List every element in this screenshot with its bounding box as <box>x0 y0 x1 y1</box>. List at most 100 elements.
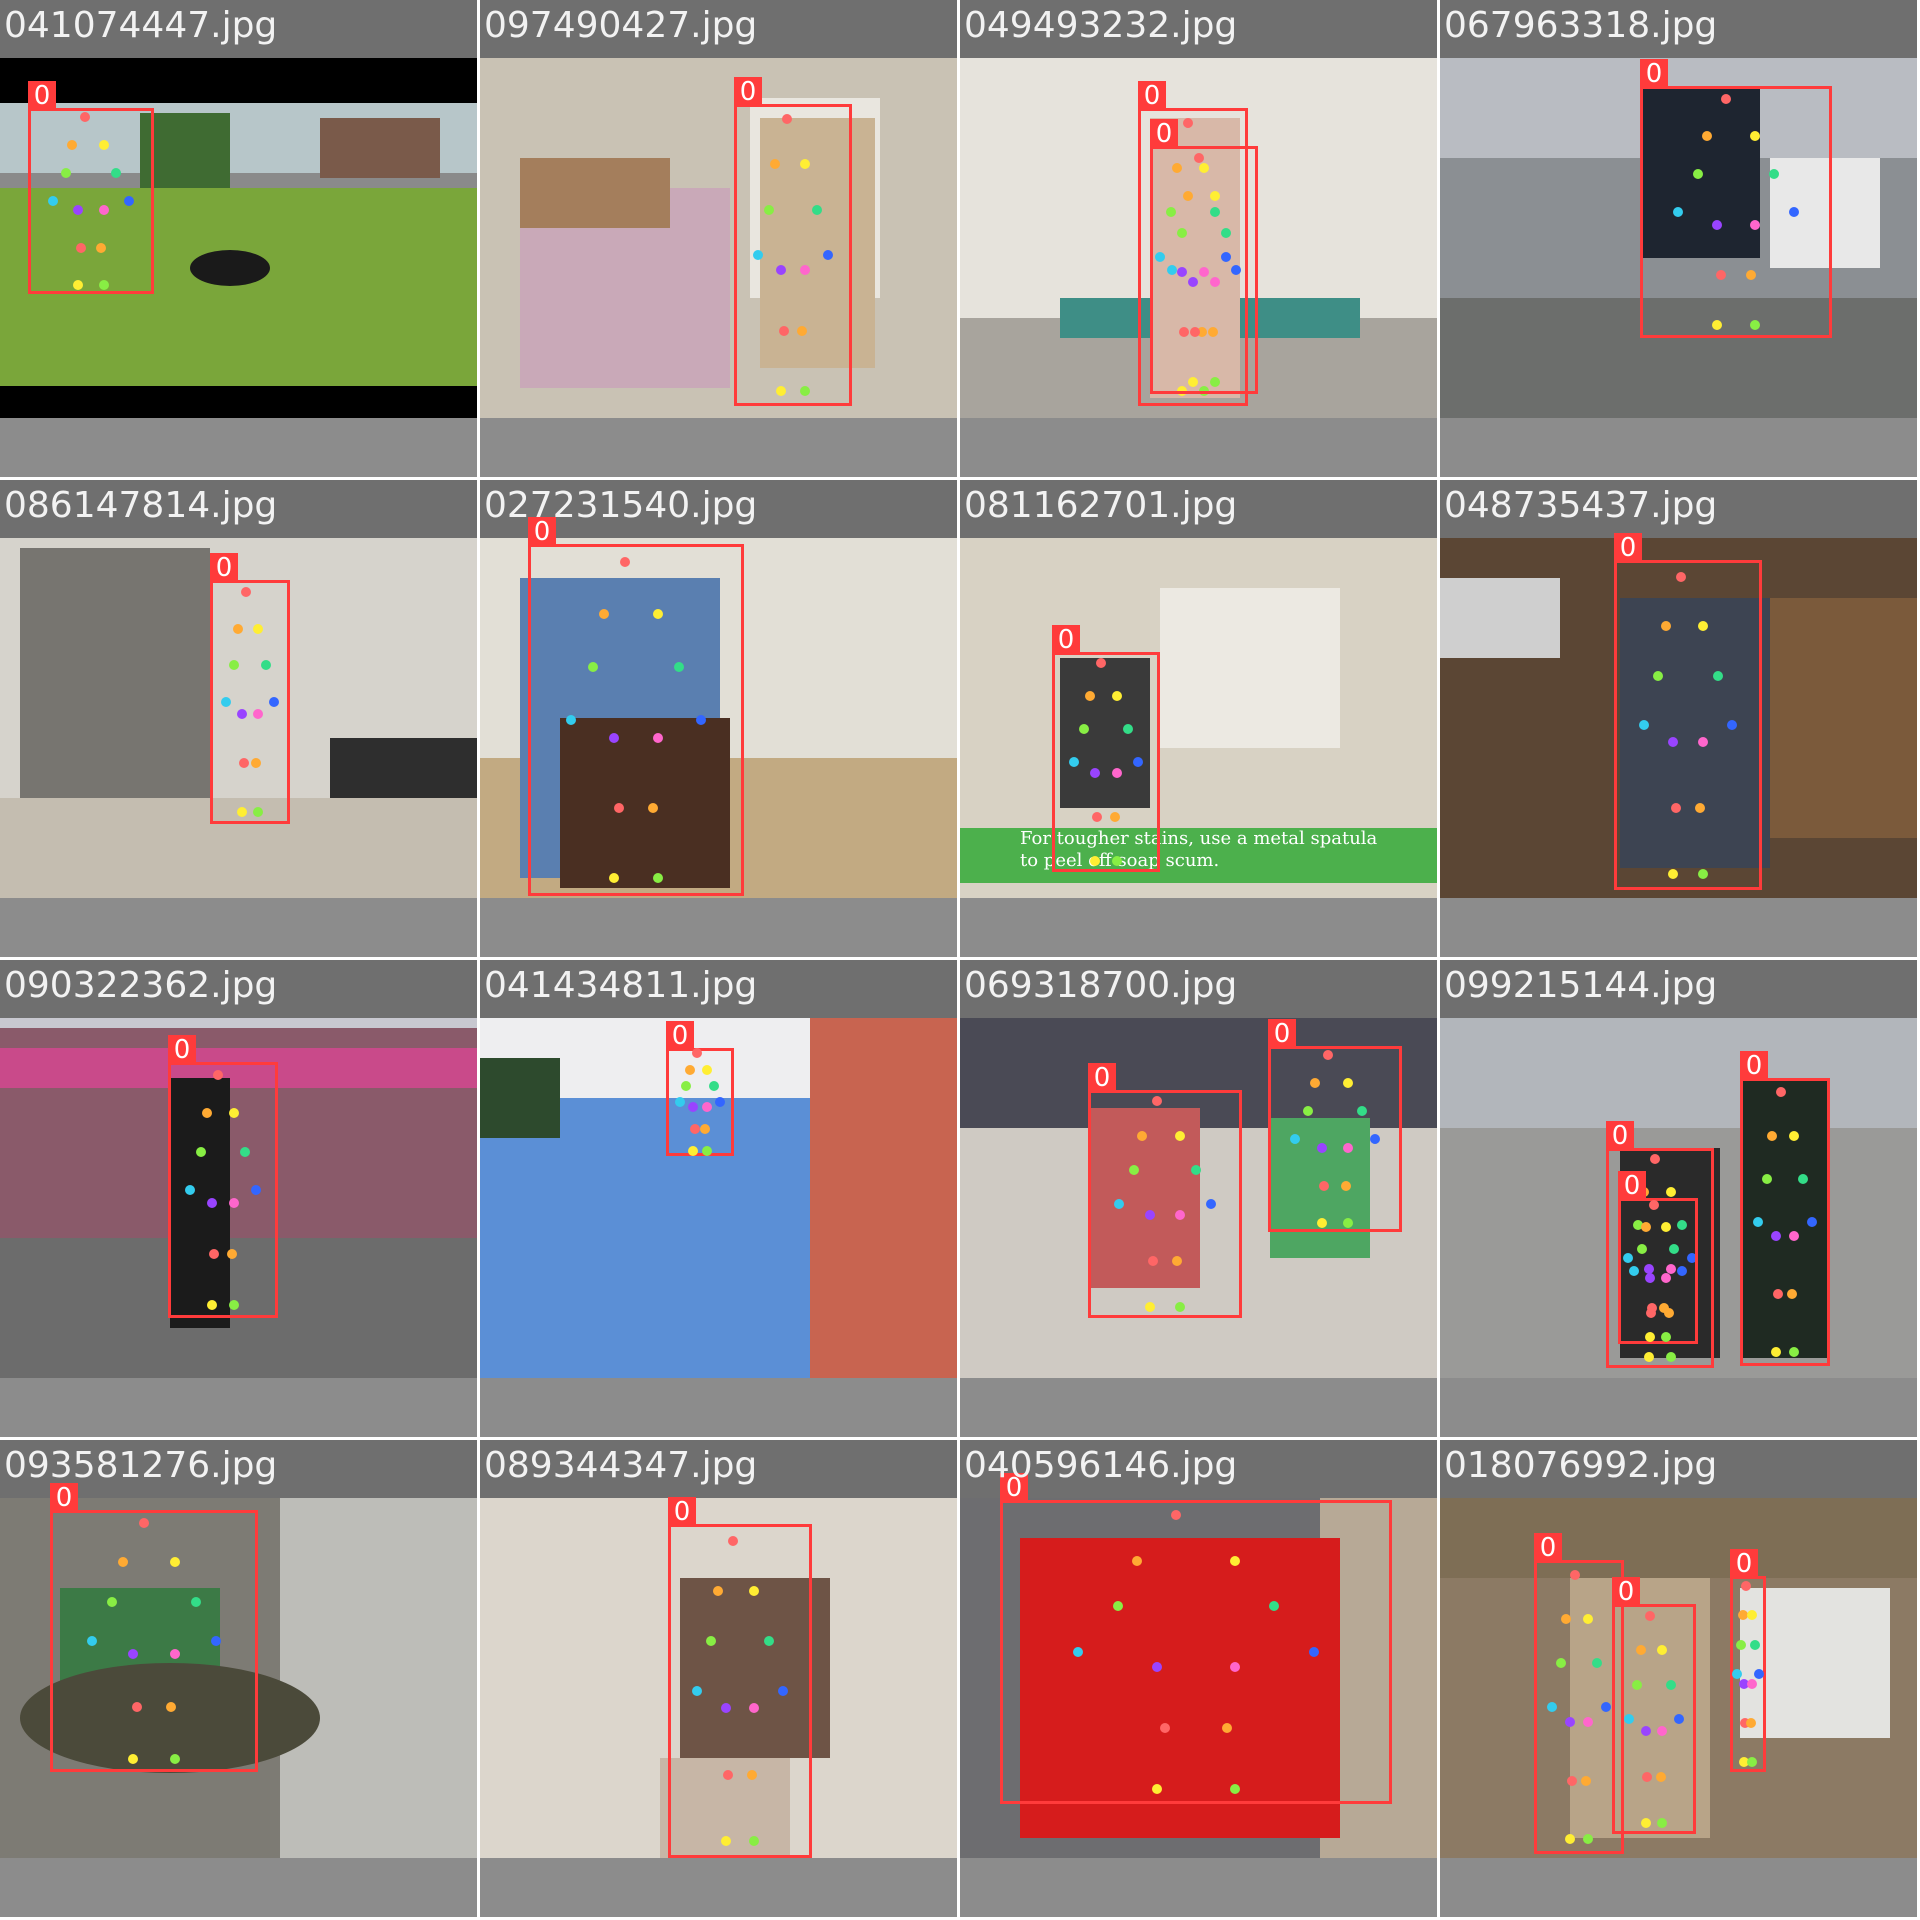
photo-scene <box>960 58 1437 418</box>
pose-keypoint <box>1653 670 1664 681</box>
pose-keypoint <box>1220 227 1231 238</box>
pose-keypoint <box>1581 1775 1592 1786</box>
pose-keypoint <box>1659 1302 1670 1313</box>
pose-keypoint <box>770 159 781 170</box>
class-label: 0 <box>1730 1549 1758 1579</box>
tile-filename: 067963318.jpg <box>1444 5 1718 46</box>
pose-keypoint <box>1787 1289 1798 1299</box>
pose-keypoint <box>1592 1657 1602 1668</box>
pose-keypoint <box>1556 1657 1566 1668</box>
pose-keypoint <box>1172 1256 1183 1266</box>
tile-header <box>960 0 1437 58</box>
tile-photo <box>960 1498 1437 1858</box>
pose-keypoint <box>652 732 663 743</box>
image-tile: 0 0 049493232.jpg <box>960 0 1437 477</box>
annotation-layer: 0 <box>480 1018 957 1378</box>
scene-shape <box>1440 1018 1917 1138</box>
pose-keypoint <box>233 623 243 634</box>
pose-keypoint <box>1687 1253 1698 1263</box>
pose-keypoint <box>1750 1639 1761 1650</box>
image-tile: 0 093581276.jpg <box>0 1440 477 1917</box>
annotation-layer: 0 <box>0 1018 477 1378</box>
scene-shape <box>480 1058 560 1138</box>
tile-footer <box>1440 1378 1917 1437</box>
pose-keypoint <box>229 1300 239 1311</box>
class-label: 0 <box>1088 1063 1116 1093</box>
pose-keypoint <box>1073 1647 1084 1657</box>
pose-keypoint <box>1657 1725 1668 1736</box>
pose-keypoint <box>1645 1273 1655 1284</box>
pose-keypoint <box>1132 1555 1143 1566</box>
pose-keypoint <box>700 1124 711 1134</box>
annotation-layer: 0 <box>1440 58 1917 418</box>
tile-footer <box>960 1858 1437 1917</box>
person-bounding-box: 0 <box>1534 1533 1624 1854</box>
pose-keypoint <box>1663 1308 1674 1318</box>
pose-keypoint <box>229 1197 239 1208</box>
tile-filename: 040596146.jpg <box>964 1445 1238 1486</box>
annotation-layer: 0 0 0 <box>1440 1018 1917 1378</box>
pose-keypoint <box>221 697 231 707</box>
pose-keypoint <box>689 1124 700 1134</box>
photo-scene <box>1440 1498 1917 1858</box>
pose-keypoint <box>1697 736 1708 747</box>
pose-keypoint <box>138 1518 149 1529</box>
pose-keypoint <box>1583 1834 1593 1845</box>
pose-keypoint <box>1636 1645 1647 1655</box>
pose-keypoint <box>1657 1817 1668 1828</box>
scene-shape <box>680 1578 830 1758</box>
pose-keypoint <box>566 715 577 725</box>
class-label: 0 <box>28 81 56 111</box>
person-bounding-box: 0 <box>1150 119 1258 394</box>
scene-shape <box>320 118 440 178</box>
class-label: 0 <box>668 1497 696 1527</box>
tile-photo <box>1440 1498 1917 1858</box>
pose-keypoint <box>1152 1096 1163 1107</box>
person-bounding-box: 0 <box>1618 1171 1698 1344</box>
pose-keypoint <box>207 1197 217 1208</box>
pose-keypoint <box>1753 1669 1764 1679</box>
photo-scene <box>1440 58 1917 418</box>
pose-keypoint <box>708 1080 719 1091</box>
annotation-layer: 0 <box>1440 533 1917 898</box>
tile-filename: 069318700.jpg <box>964 965 1238 1006</box>
tile-footer <box>480 898 957 957</box>
pose-keypoint <box>1188 277 1199 288</box>
pose-keypoint <box>1711 219 1722 230</box>
tile-header <box>480 1440 957 1498</box>
pose-keypoint <box>226 1249 237 1259</box>
tile-footer <box>480 1858 957 1917</box>
pose-keypoint <box>1222 1723 1233 1733</box>
pose-keypoint <box>1789 1231 1799 1242</box>
pose-keypoint <box>128 1753 139 1764</box>
photo-scene <box>480 1498 957 1858</box>
pose-keypoint <box>1230 1783 1241 1794</box>
pose-keypoint <box>169 1557 180 1568</box>
tile-filename: 041434811.jpg <box>484 965 758 1006</box>
pose-keypoint <box>1646 1302 1657 1313</box>
tile-photo <box>0 58 477 418</box>
image-tile: 0 067963318.jpg <box>1440 0 1917 477</box>
tile-filename: 018076992.jpg <box>1444 1445 1718 1486</box>
tile-filename: 027231540.jpg <box>484 485 758 526</box>
pose-keypoint <box>237 806 247 817</box>
pose-keypoint <box>695 715 706 725</box>
scene-shape <box>280 1498 477 1858</box>
pose-keypoint <box>720 1702 731 1713</box>
pose-keypoint <box>1133 757 1144 767</box>
pose-keypoint <box>1753 1217 1763 1227</box>
pose-keypoint <box>1090 768 1101 778</box>
pose-keypoint <box>778 325 789 336</box>
pose-keypoint <box>778 1686 789 1696</box>
tile-footer <box>1440 898 1917 957</box>
scene-shape <box>1020 1538 1340 1838</box>
pose-keypoint <box>1665 1352 1676 1362</box>
annotation-layer: 0 <box>0 1483 477 1858</box>
pose-keypoint <box>727 1535 738 1546</box>
tile-header <box>0 960 477 1018</box>
pose-keypoint <box>251 1185 261 1195</box>
pose-keypoint <box>1798 1173 1808 1184</box>
image-tile: 0 089344347.jpg <box>480 1440 957 1917</box>
image-tile: 0 0 0 018076992.jpg <box>1440 1440 1917 1917</box>
